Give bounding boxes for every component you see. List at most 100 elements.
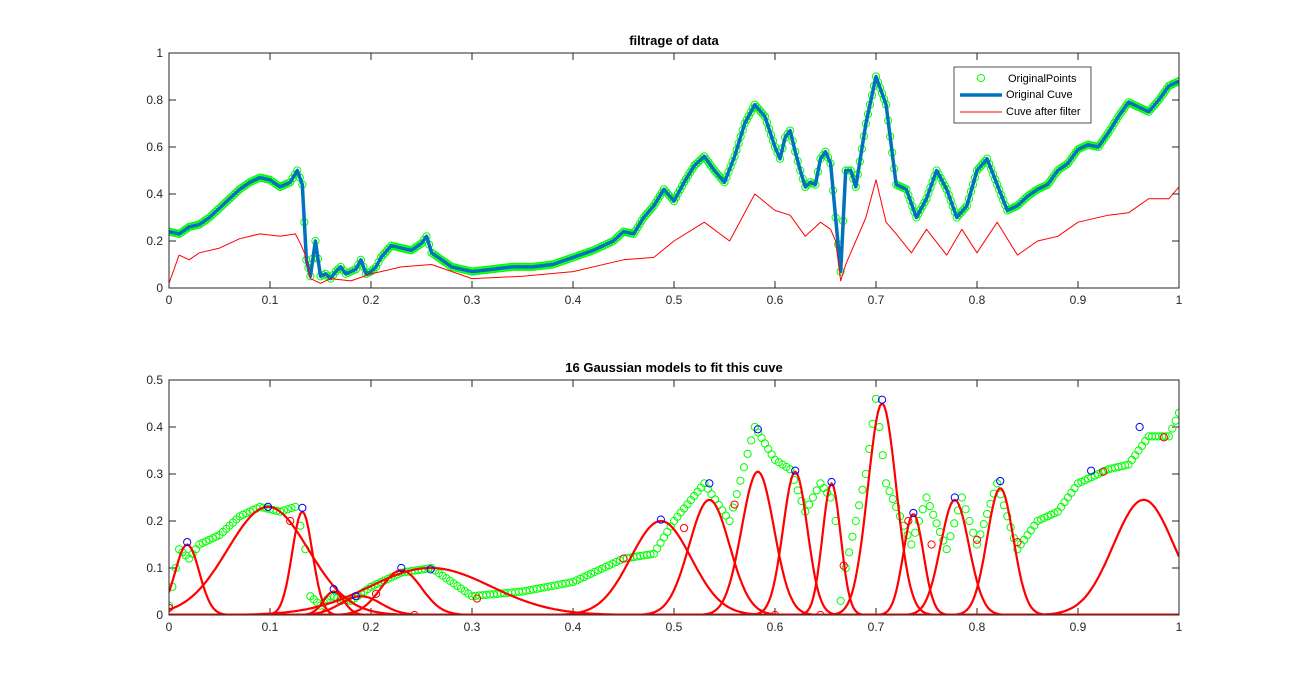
peak-marker — [426, 565, 435, 574]
valley-marker — [816, 610, 825, 615]
marker-point — [1003, 512, 1012, 521]
marker-point — [643, 208, 652, 217]
marker-point — [243, 179, 252, 188]
chart-title: 16 Gaussian models to fit this cuve — [565, 360, 782, 375]
marker-point — [237, 183, 246, 192]
marker-point — [712, 168, 721, 177]
peak-marker — [1087, 466, 1096, 475]
x-tick-label: 0.8 — [969, 620, 986, 634]
marker-point — [1168, 424, 1177, 433]
marker-point — [1156, 93, 1165, 102]
marker-point — [855, 501, 864, 510]
marker-point — [1100, 134, 1109, 143]
marker-point — [1122, 101, 1131, 110]
marker-point — [1031, 186, 1040, 195]
marker-point — [276, 507, 285, 516]
marker-point — [743, 449, 752, 458]
valley-marker — [472, 594, 482, 603]
legend-marker-icon — [976, 73, 986, 83]
peak-marker — [877, 395, 887, 404]
y-tick-label: 0.4 — [146, 420, 163, 434]
marker-point — [950, 519, 959, 528]
marker-point — [871, 394, 881, 403]
marker-point — [858, 485, 867, 494]
legend-label: OriginalPoints — [1008, 73, 1077, 85]
marker-point — [1049, 172, 1058, 181]
marker-point — [379, 251, 388, 260]
marker-point — [1118, 106, 1127, 115]
x-tick-label: 0.3 — [464, 620, 481, 634]
valley-marker — [927, 540, 936, 549]
marker-point — [369, 265, 378, 274]
series-valleys — [169, 433, 1168, 615]
marker-point — [659, 185, 669, 194]
marker-point — [181, 225, 190, 234]
marker-point — [647, 204, 656, 213]
marker-point — [1121, 461, 1130, 470]
y-tick-label: 0.2 — [146, 234, 163, 248]
marker-point — [946, 532, 955, 541]
marker-point — [1148, 102, 1157, 112]
peak-marker — [329, 585, 338, 594]
plot-2: 16 Gaussian models to fit this cuve 0 0.1 0… — [146, 360, 1182, 634]
marker-point — [241, 180, 250, 190]
marker-point — [932, 519, 941, 528]
marker-point — [1053, 166, 1062, 175]
marker-point — [925, 502, 934, 511]
marker-point — [1152, 98, 1161, 107]
legend-label: Cuve after filter — [1006, 106, 1081, 118]
marker-point — [1154, 95, 1163, 105]
marker-point — [918, 505, 927, 514]
valley-marker — [1159, 433, 1168, 442]
x-tick-label: 0.8 — [969, 293, 986, 307]
marker-point — [437, 255, 446, 264]
marker-point — [907, 540, 916, 549]
marker-point — [756, 107, 765, 116]
marker-point — [645, 206, 654, 215]
valley-marker — [410, 610, 419, 615]
x-tick-label: 0.2 — [363, 620, 380, 634]
marker-point — [812, 486, 821, 495]
gaussian-curve — [169, 498, 1179, 615]
marker-point — [443, 259, 452, 269]
x-tick-label: 0.6 — [767, 293, 784, 307]
marker-point — [1067, 153, 1077, 162]
marker-point — [287, 503, 296, 513]
x-tick-label: 0.4 — [565, 293, 582, 307]
marker-point — [199, 217, 208, 226]
gaussian-curve — [169, 595, 1179, 615]
marker-point — [848, 532, 857, 541]
marker-point — [892, 502, 901, 511]
valley-marker — [1099, 467, 1108, 476]
marker-point — [922, 493, 931, 502]
marker-point — [1023, 192, 1032, 201]
marker-point — [331, 267, 340, 276]
marker-point — [716, 173, 725, 182]
marker-point — [974, 164, 984, 173]
x-tick-label: 1 — [1176, 620, 1183, 634]
valley-marker — [371, 589, 381, 598]
valley-marker — [619, 554, 628, 563]
marker-point — [1098, 137, 1107, 146]
marker-point — [646, 550, 655, 559]
marker-point — [786, 465, 795, 474]
x-tick-label: 1 — [1176, 293, 1183, 307]
marker-point — [429, 250, 438, 259]
gaussian-curve — [169, 520, 1179, 615]
y-tick-label: 0.4 — [146, 187, 163, 201]
valley-marker — [904, 516, 913, 526]
y-tick-label: 0.3 — [146, 467, 163, 481]
marker-point — [1164, 432, 1174, 441]
marker-point — [1160, 87, 1169, 96]
marker-point — [804, 500, 814, 509]
y-tick-label: 0.2 — [146, 514, 163, 528]
marker-point — [961, 505, 970, 514]
peak-marker — [950, 493, 959, 502]
valley-marker — [336, 596, 345, 606]
marker-point — [714, 171, 723, 180]
marker-point — [565, 578, 574, 587]
x-tick-label: 0.4 — [565, 620, 582, 634]
valley-marker — [680, 523, 689, 533]
legend: OriginalPoints Original Cuve Cuve after fi… — [953, 66, 1092, 124]
